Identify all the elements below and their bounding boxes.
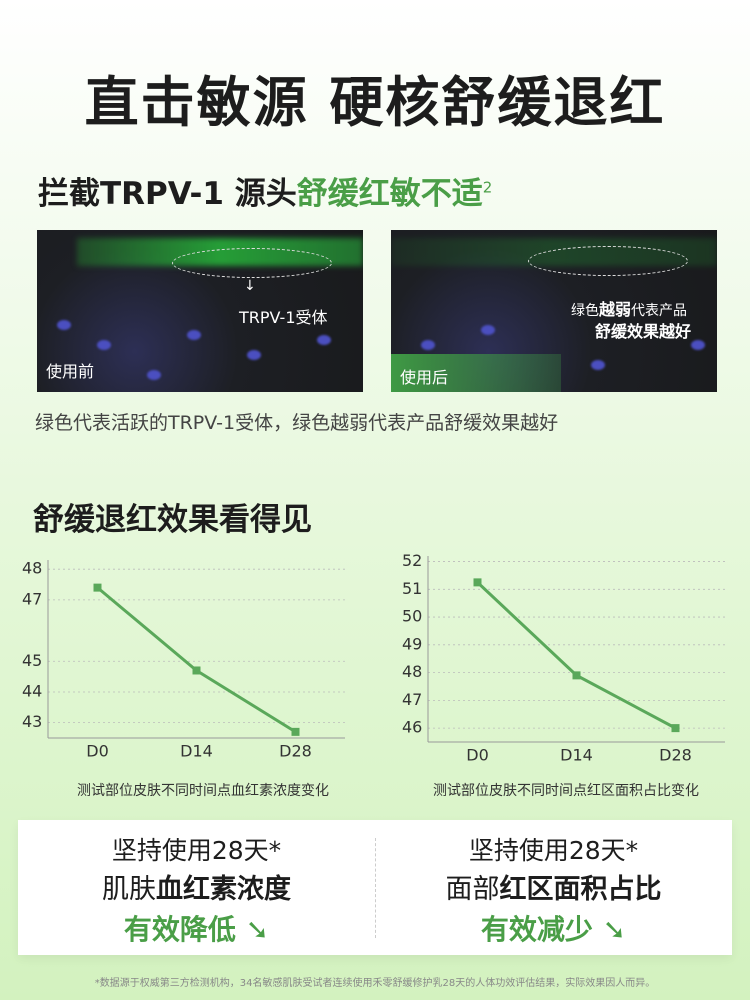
y-tick-label: 52	[402, 551, 422, 570]
cell	[97, 340, 111, 350]
note-bold: 越弱	[599, 300, 632, 319]
subtitle-text: 拦截TRPV-1 源头	[38, 176, 297, 212]
arrow-icon: ➘	[602, 913, 627, 946]
summary-line: 坚持使用28天*	[111, 836, 282, 865]
y-tick-label: 48	[22, 559, 42, 578]
cell	[317, 335, 331, 345]
annotation: TRPV-1受体	[239, 308, 328, 327]
cell	[57, 320, 71, 330]
summary-text: 有效减少	[480, 913, 593, 946]
y-tick-label: 46	[402, 718, 422, 737]
charts: 43 44 45 47 48 D0 D14 D28 46 47 48 49 50 51 52 D0 D14 D28	[22, 551, 725, 765]
after-image: 绿色越弱代表产品 舒缓效果越好 使用后	[391, 230, 717, 392]
page-title: 直击敏源 硬核舒缓退红	[84, 71, 666, 134]
y-tick-label: 50	[402, 607, 422, 626]
line	[96, 586, 297, 734]
summary-bold: 红区面积占比	[499, 874, 662, 905]
y-tick-label: 45	[22, 651, 42, 670]
line	[476, 581, 677, 730]
summary-column: 坚持使用28天* 肌肤血红素浓度 有效降低 ➘	[18, 832, 375, 950]
marker	[192, 666, 201, 675]
note-text: 舒缓效果	[595, 322, 660, 341]
x-tick-label: D28	[659, 746, 692, 765]
divider	[375, 838, 376, 938]
summary-card: 坚持使用28天* 肌肤血红素浓度 有效降低 ➘ 坚持使用28天* 面部红区面积占…	[18, 820, 732, 955]
summary-bold: 血红素浓度	[156, 874, 291, 905]
y-tick-label: 48	[402, 662, 422, 681]
x-tick-label: D0	[86, 742, 109, 761]
highlight-ellipse	[172, 248, 332, 278]
summary-result: 有效降低 ➘	[18, 910, 375, 950]
marker	[572, 671, 581, 680]
summary-result: 有效减少 ➘	[375, 910, 732, 950]
before-image: ↓ TRPV-1受体 使用前	[37, 230, 363, 392]
label-bg	[391, 354, 561, 392]
x-tick-label: D28	[279, 742, 312, 761]
arrow-icon: ➘	[245, 913, 270, 946]
subtitle-highlight: 舒缓红敏不适	[296, 176, 483, 212]
chart-caption: 测试部位皮肤不同时间点红区面积占比变化	[433, 783, 699, 799]
cell	[481, 325, 495, 335]
y-tick-label: 43	[22, 712, 42, 731]
note-text: 绿色	[571, 303, 599, 319]
marker	[291, 727, 300, 736]
summary-line: 面部红区面积占比	[375, 870, 732, 910]
summary-text: 有效降低	[123, 913, 236, 946]
note: 舒缓效果越好	[595, 318, 691, 342]
x-tick-label: D14	[560, 746, 593, 765]
y-tick-label: 51	[402, 579, 422, 598]
note-bold: 越好	[659, 322, 692, 341]
cell	[421, 340, 435, 350]
cell	[247, 350, 261, 360]
image-label: 使用前	[46, 362, 95, 381]
summary-line: 坚持使用28天*	[468, 836, 639, 865]
y-tick-label: 47	[402, 690, 422, 709]
x-tick-label: D14	[180, 742, 213, 761]
arrow: ↓	[244, 278, 256, 294]
x-tick-label: D0	[466, 746, 489, 765]
marker	[671, 724, 680, 733]
summary-text: 面部	[445, 874, 500, 905]
cell	[591, 360, 605, 370]
image-caption: 绿色代表活跃的TRPV-1受体，绿色越弱代表产品舒缓效果越好	[35, 412, 559, 434]
cell	[147, 370, 161, 380]
chart-caption: 测试部位皮肤不同时间点血红素浓度变化	[77, 783, 329, 799]
summary-text: 肌肤	[102, 874, 156, 905]
y-tick-label: 44	[22, 681, 42, 700]
footnote: *数据源于权威第三方检测机构，34名敏感肌肤受试者连续使用禾零舒缓修护乳28天的…	[94, 978, 656, 989]
note-text: 代表产品	[631, 303, 688, 319]
y-tick-label: 47	[22, 589, 42, 608]
section-title: 舒缓退红效果看得见	[33, 502, 312, 538]
summary-line: 肌肤血红素浓度	[18, 870, 375, 910]
highlight-ellipse	[528, 246, 688, 276]
cell	[187, 330, 201, 340]
image-label: 使用后	[400, 368, 449, 387]
marker	[93, 583, 102, 592]
cell	[691, 340, 705, 350]
y-tick-label: 49	[402, 634, 422, 653]
subtitle: 拦截TRPV-1 源头舒缓红敏不适2	[38, 168, 492, 213]
marker	[473, 578, 482, 587]
note: 绿色越弱代表产品	[571, 296, 687, 320]
summary-column: 坚持使用28天* 面部红区面积占比 有效减少 ➘	[375, 832, 732, 950]
superscript: 2	[482, 178, 493, 197]
